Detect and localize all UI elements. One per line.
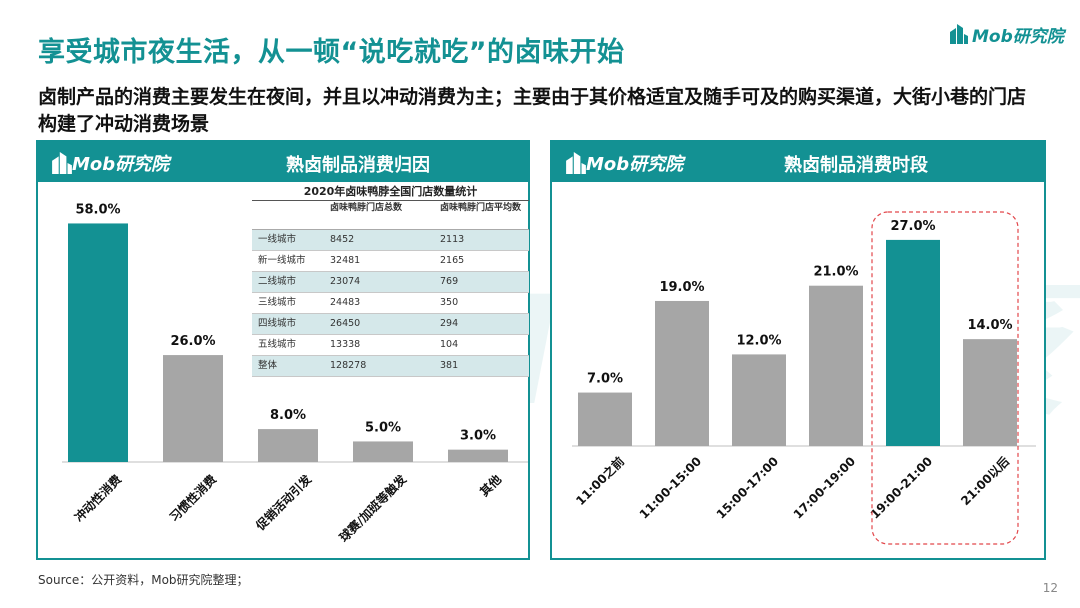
highlight-box	[871, 211, 1019, 545]
data-label: 14.0%	[967, 318, 1012, 333]
table-cell: 13338	[330, 339, 361, 350]
table-cell: 104	[440, 339, 459, 350]
brand-name: Mob研究院	[972, 26, 1064, 47]
table-row: 四线城市 26450 294	[252, 314, 529, 335]
bar	[68, 223, 128, 462]
category-label: 21:00以后	[958, 454, 1013, 509]
table-cell: 381	[440, 360, 459, 371]
table-cell: 23074	[330, 276, 361, 287]
table-row: 三线城市 24483 350	[252, 293, 529, 314]
logo-mark-icon	[566, 152, 586, 174]
consumption-time-panel: Mob研究院 熟卤制品消费时段 7.0% 11:00之前 19.0% 11:00-15…	[550, 140, 1046, 560]
table-cell: 三线城市	[258, 297, 297, 308]
data-label: 7.0%	[587, 372, 623, 387]
category-label: 15:00-17:00	[714, 454, 781, 521]
data-label: 5.0%	[365, 420, 401, 435]
bar	[353, 441, 413, 462]
table-cell: 24483	[330, 297, 361, 308]
page-title: 享受城市夜生活，从一顿“说吃就吃”的卤味开始	[38, 37, 625, 68]
bar	[448, 449, 508, 462]
table-header: 卤味鸭脖门店总数 卤味鸭脖门店平均数	[252, 200, 529, 230]
source-note: Source：公开资料，Mob研究院整理；	[38, 573, 249, 587]
bar	[886, 239, 940, 446]
category-label: 11:00-15:00	[637, 454, 704, 521]
table-cell: 整体	[258, 360, 278, 371]
panel-title: 熟卤制品消费时段	[784, 155, 928, 176]
panel-logo: Mob研究院	[52, 150, 169, 176]
table-cell: 一线城市	[258, 234, 297, 245]
panel-brand: Mob研究院	[586, 154, 684, 175]
bar	[163, 355, 223, 462]
panel-brand: Mob研究院	[72, 154, 170, 175]
bar	[732, 354, 786, 446]
page-number: 12	[1042, 581, 1058, 595]
table-header-cell	[252, 201, 330, 229]
logo-mark-icon	[950, 24, 968, 44]
table-cell: 五线城市	[258, 339, 297, 350]
category-label: 其他	[477, 472, 505, 500]
table-cell: 32481	[330, 255, 361, 266]
brand-logo: Mob研究院	[950, 22, 1064, 47]
panel-header: Mob研究院 熟卤制品消费时段	[552, 142, 1044, 182]
data-label: 8.0%	[270, 408, 306, 423]
table-cell: 350	[440, 297, 459, 308]
data-label: 58.0%	[75, 202, 120, 217]
category-label: 19:00-21:00	[868, 454, 935, 521]
data-label: 26.0%	[170, 334, 215, 349]
table-title: 2020年卤味鸭脖全国门店数量统计	[303, 185, 478, 198]
panel-logo: Mob研究院	[566, 150, 683, 176]
table-header-cell: 卤味鸭脖门店总数	[330, 203, 403, 213]
table-cell: 2113	[440, 234, 465, 245]
bar	[578, 392, 632, 446]
bar	[258, 429, 318, 462]
table-row: 整体 128278 381	[252, 356, 529, 377]
table-row: 新一线城市 32481 2165	[252, 251, 529, 272]
table-cell: 26450	[330, 318, 361, 329]
store-count-table: 2020年卤味鸭脖全国门店数量统计 卤味鸭脖门店总数 卤味鸭脖门店平均数 一线城…	[252, 183, 529, 377]
table-row: 五线城市 13338 104	[252, 335, 529, 356]
table-cell: 2165	[440, 255, 465, 266]
time-bar-chart: 7.0% 11:00之前 19.0% 11:00-15:00 12.0% 15:00-17…	[572, 211, 1036, 545]
data-label: 27.0%	[890, 219, 935, 234]
data-label: 3.0%	[460, 429, 496, 444]
data-label: 19.0%	[659, 280, 704, 295]
category-label: 促销活动引发	[252, 471, 315, 534]
table-header-cell: 卤味鸭脖门店平均数	[440, 203, 522, 213]
table-cell: 8452	[330, 234, 355, 245]
category-label: 习惯性消费	[166, 472, 219, 525]
consumption-reason-panel: Mob研究院 熟卤制品消费归因 58.0% 冲动性消费 26.0% 习惯性消费 8.0%…	[36, 140, 530, 560]
table-cell: 769	[440, 276, 459, 287]
page-subtitle: 卤制产品的消费主要发生在夜间，并且以冲动消费为主；主要由于其价格适宜及随手可及的…	[38, 86, 1027, 135]
bar	[809, 285, 863, 446]
category-label: 11:00之前	[573, 454, 628, 509]
bar	[963, 339, 1017, 446]
reason-bar-chart: 58.0% 冲动性消费 26.0% 习惯性消费 8.0% 促销活动引发 5.0% 球赛/加班等…	[62, 202, 528, 545]
table-cell: 128278	[330, 360, 367, 371]
table-row: 二线城市 23074 769	[252, 272, 529, 293]
data-label: 12.0%	[736, 333, 781, 348]
logo-mark-icon	[52, 152, 72, 174]
table-cell: 294	[440, 318, 459, 329]
category-label: 球赛/加班等触发	[336, 471, 410, 545]
panel-title: 熟卤制品消费归因	[286, 155, 430, 176]
table-cell: 新一线城市	[258, 255, 306, 266]
table-row: 一线城市 8452 2113	[252, 230, 529, 251]
data-label: 21.0%	[813, 265, 858, 280]
bar	[655, 300, 709, 446]
category-label: 17:00-19:00	[791, 454, 858, 521]
panel-header: Mob研究院 熟卤制品消费归因	[38, 142, 528, 182]
category-label: 冲动性消费	[71, 472, 124, 525]
table-cell: 二线城市	[258, 276, 297, 287]
table-cell: 四线城市	[258, 318, 297, 329]
